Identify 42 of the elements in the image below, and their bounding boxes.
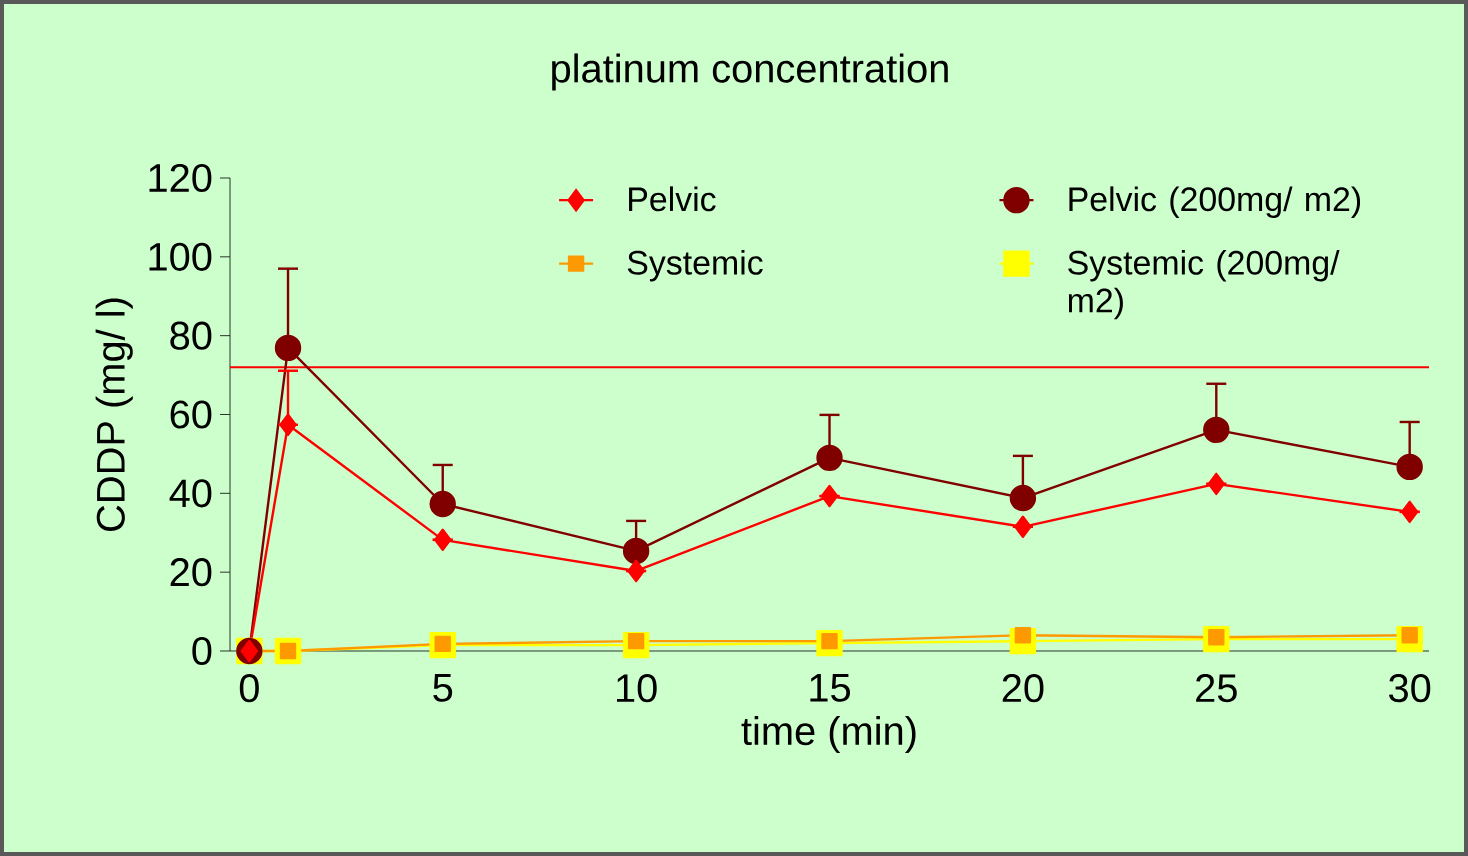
point — [627, 559, 645, 583]
point — [1203, 416, 1230, 444]
point — [1396, 453, 1423, 481]
y-tick-label: 0 — [192, 636, 212, 666]
point — [1207, 472, 1225, 496]
y-tick-label: 100 — [149, 242, 212, 271]
x-tick-label: 5 — [433, 674, 453, 702]
x-tick-label: 10 — [616, 674, 657, 703]
legend-label: Pelvic (200mg/ m2) — [1069, 186, 1361, 218]
point — [434, 528, 452, 552]
y-tick-label: 60 — [170, 400, 212, 429]
y-tick-label: 120 — [149, 163, 212, 193]
point — [429, 490, 456, 518]
point — [622, 537, 650, 565]
legend-label: Systemic — [627, 249, 763, 282]
point — [279, 413, 297, 436]
x-tick-label: 0 — [239, 674, 259, 703]
y-tick-label: 40 — [169, 479, 212, 508]
point — [274, 334, 302, 362]
point — [1014, 515, 1032, 539]
y-tick-label: 80 — [170, 321, 212, 350]
x-tick-label: 30 — [1389, 674, 1431, 703]
point — [1208, 629, 1225, 646]
point — [1009, 484, 1037, 512]
point — [279, 642, 297, 660]
point — [820, 484, 839, 508]
y-tick-label: 20 — [170, 558, 212, 587]
x-axis-title: time (min) — [741, 715, 916, 754]
point — [1014, 627, 1032, 644]
y-axis-title: CDDP (mg/ l) — [95, 298, 133, 531]
x-tick-label: 20 — [1002, 674, 1044, 703]
point — [816, 444, 843, 472]
point — [434, 635, 451, 653]
x-tick-label: 15 — [810, 674, 850, 702]
legend-label: Systemic (200mg/ m2) — [1068, 249, 1340, 320]
chart-title: platinum concentration — [552, 53, 948, 91]
legend-label: Pelvic — [629, 186, 716, 212]
point — [1400, 500, 1419, 524]
point — [1401, 627, 1418, 644]
x-tick-label: 25 — [1196, 674, 1237, 703]
point — [627, 632, 645, 650]
point — [821, 632, 838, 650]
